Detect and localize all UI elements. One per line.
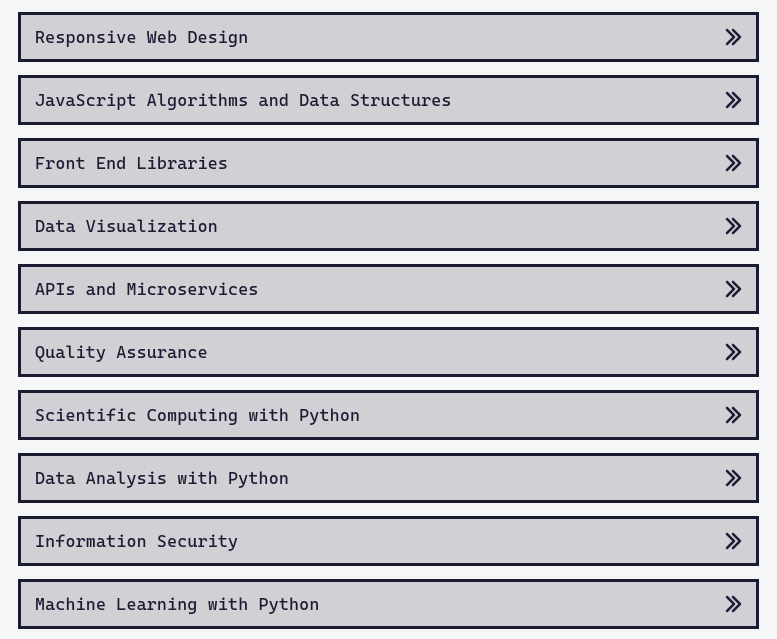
course-item-responsive-web-design[interactable]: Responsive Web Design [18, 12, 759, 62]
course-label: Data Analysis with Python [35, 468, 289, 488]
chevron-double-right-icon [720, 466, 744, 490]
course-item-data-analysis-python[interactable]: Data Analysis with Python [18, 453, 759, 503]
chevron-double-right-icon [720, 592, 744, 616]
course-item-machine-learning-python[interactable]: Machine Learning with Python [18, 579, 759, 629]
course-item-javascript-algorithms[interactable]: JavaScript Algorithms and Data Structure… [18, 75, 759, 125]
course-label: Scientific Computing with Python [35, 405, 360, 425]
course-item-data-visualization[interactable]: Data Visualization [18, 201, 759, 251]
course-label: Quality Assurance [35, 342, 208, 362]
course-item-quality-assurance[interactable]: Quality Assurance [18, 327, 759, 377]
chevron-double-right-icon [720, 25, 744, 49]
course-label: Machine Learning with Python [35, 594, 320, 614]
chevron-double-right-icon [720, 277, 744, 301]
course-item-scientific-computing-python[interactable]: Scientific Computing with Python [18, 390, 759, 440]
chevron-double-right-icon [720, 340, 744, 364]
chevron-double-right-icon [720, 403, 744, 427]
course-label: Data Visualization [35, 216, 218, 236]
course-label: APIs and Microservices [35, 279, 259, 299]
chevron-double-right-icon [720, 529, 744, 553]
course-item-information-security[interactable]: Information Security [18, 516, 759, 566]
course-label: Responsive Web Design [35, 27, 248, 47]
course-list: Responsive Web Design JavaScript Algorit… [18, 12, 759, 629]
course-label: JavaScript Algorithms and Data Structure… [35, 90, 452, 110]
chevron-double-right-icon [720, 151, 744, 175]
course-item-apis-microservices[interactable]: APIs and Microservices [18, 264, 759, 314]
chevron-double-right-icon [720, 214, 744, 238]
course-label: Information Security [35, 531, 238, 551]
course-item-front-end-libraries[interactable]: Front End Libraries [18, 138, 759, 188]
chevron-double-right-icon [720, 88, 744, 112]
course-label: Front End Libraries [35, 153, 228, 173]
